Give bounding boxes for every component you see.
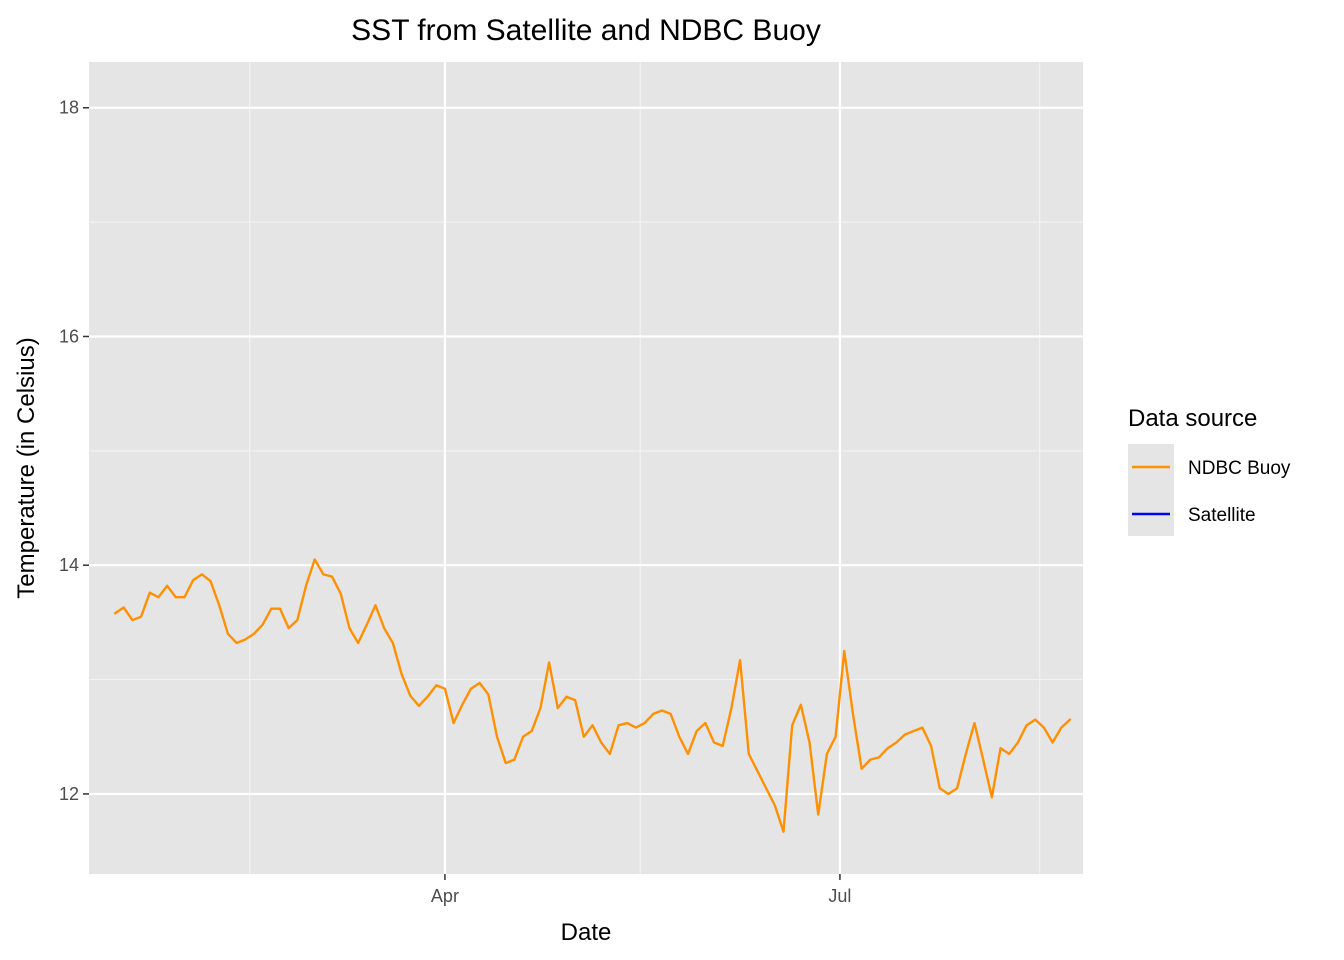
- chart-title: SST from Satellite and NDBC Buoy: [351, 14, 821, 47]
- legend-title: Data source: [1128, 405, 1257, 432]
- panel-background: [89, 62, 1083, 874]
- y-axis: 12 14 16 18: [59, 98, 89, 804]
- minor-gridlines: [89, 62, 1083, 874]
- y-tick-label: 18: [59, 98, 79, 118]
- x-axis: Apr Jul: [431, 874, 851, 906]
- y-tick-label: 12: [59, 784, 79, 804]
- legend-items: NDBC Buoy Satellite: [1132, 458, 1291, 526]
- legend: Data source NDBC Buoy Satellite: [1128, 405, 1291, 536]
- y-axis-title: Temperature (in Celsius): [13, 337, 40, 598]
- series-line-ndbc-buoy: [113, 558, 1072, 833]
- y-tick-label: 16: [59, 326, 79, 346]
- x-tick-label: Apr: [431, 886, 459, 906]
- legend-label-satellite: Satellite: [1188, 505, 1256, 526]
- series-lines: [113, 558, 1072, 833]
- x-axis-title: Date: [561, 919, 612, 946]
- y-tick-label: 14: [59, 555, 79, 575]
- legend-label-ndbc-buoy: NDBC Buoy: [1188, 458, 1291, 479]
- x-tick-label: Jul: [828, 886, 851, 906]
- legend-key-background: [1128, 444, 1174, 536]
- major-gridlines: [89, 62, 1083, 874]
